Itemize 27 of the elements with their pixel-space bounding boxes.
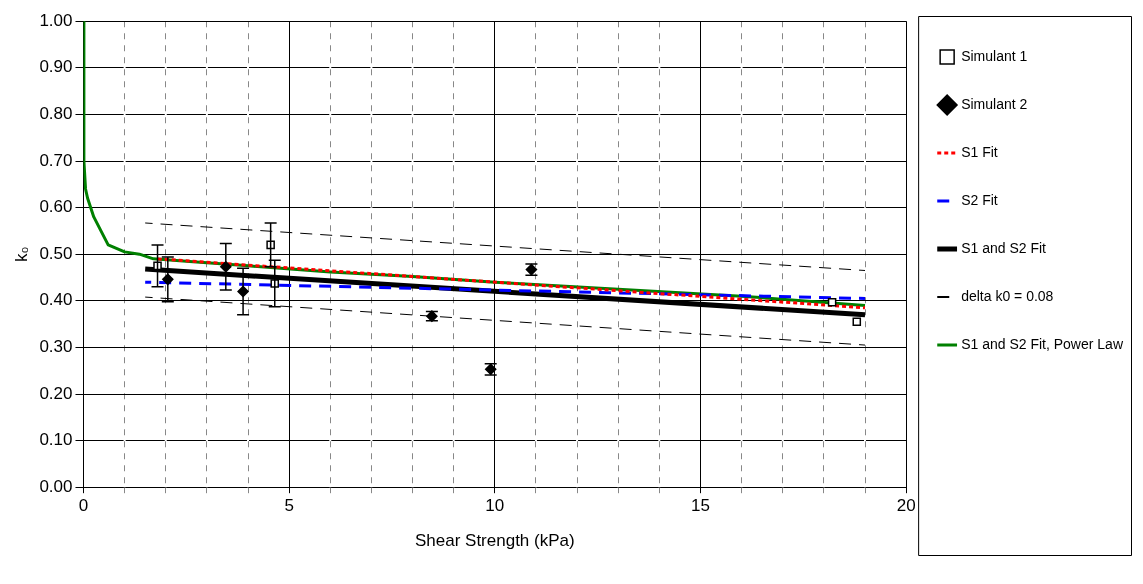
legend-label: S2 Fit — [961, 191, 998, 208]
legend-label: Simulant 1 — [961, 47, 1028, 64]
y-tick-label: 0.60 — [39, 197, 73, 217]
legend-label: S1 and S2 Fit — [961, 239, 1047, 256]
y-tick-label: 1.00 — [39, 10, 73, 30]
y-tick-label: 0.10 — [39, 430, 73, 450]
legend-label: S1 and S2 Fit, Power Law — [961, 335, 1124, 352]
y-tick-label: 0.70 — [39, 150, 73, 170]
y-tick-label: 0.80 — [39, 104, 73, 124]
y-tick-label: 0.30 — [39, 337, 73, 357]
x-tick-label: 5 — [284, 496, 294, 516]
x-tick-label: 0 — [78, 496, 89, 516]
legend-label: S1 Fit — [961, 143, 998, 160]
y-tick-label: 0.40 — [39, 290, 73, 310]
y-tick-label: 0.50 — [39, 243, 73, 263]
x-tick-label: 10 — [485, 496, 505, 516]
legend-label: Simulant 2 — [961, 95, 1028, 112]
x-tick-label: 15 — [691, 496, 710, 516]
y-tick-label: 0.90 — [39, 57, 73, 77]
y-tick-label: 0.00 — [39, 476, 73, 496]
y-axis-title: k₀ — [11, 246, 31, 262]
x-tick-label: 20 — [896, 496, 916, 516]
point — [827, 297, 837, 307]
legend-label: delta k0 = 0.08 — [961, 287, 1054, 304]
x-axis-title: Shear Strength (kPa) — [414, 531, 575, 551]
y-tick-label: 0.20 — [39, 383, 73, 403]
point — [852, 317, 862, 327]
